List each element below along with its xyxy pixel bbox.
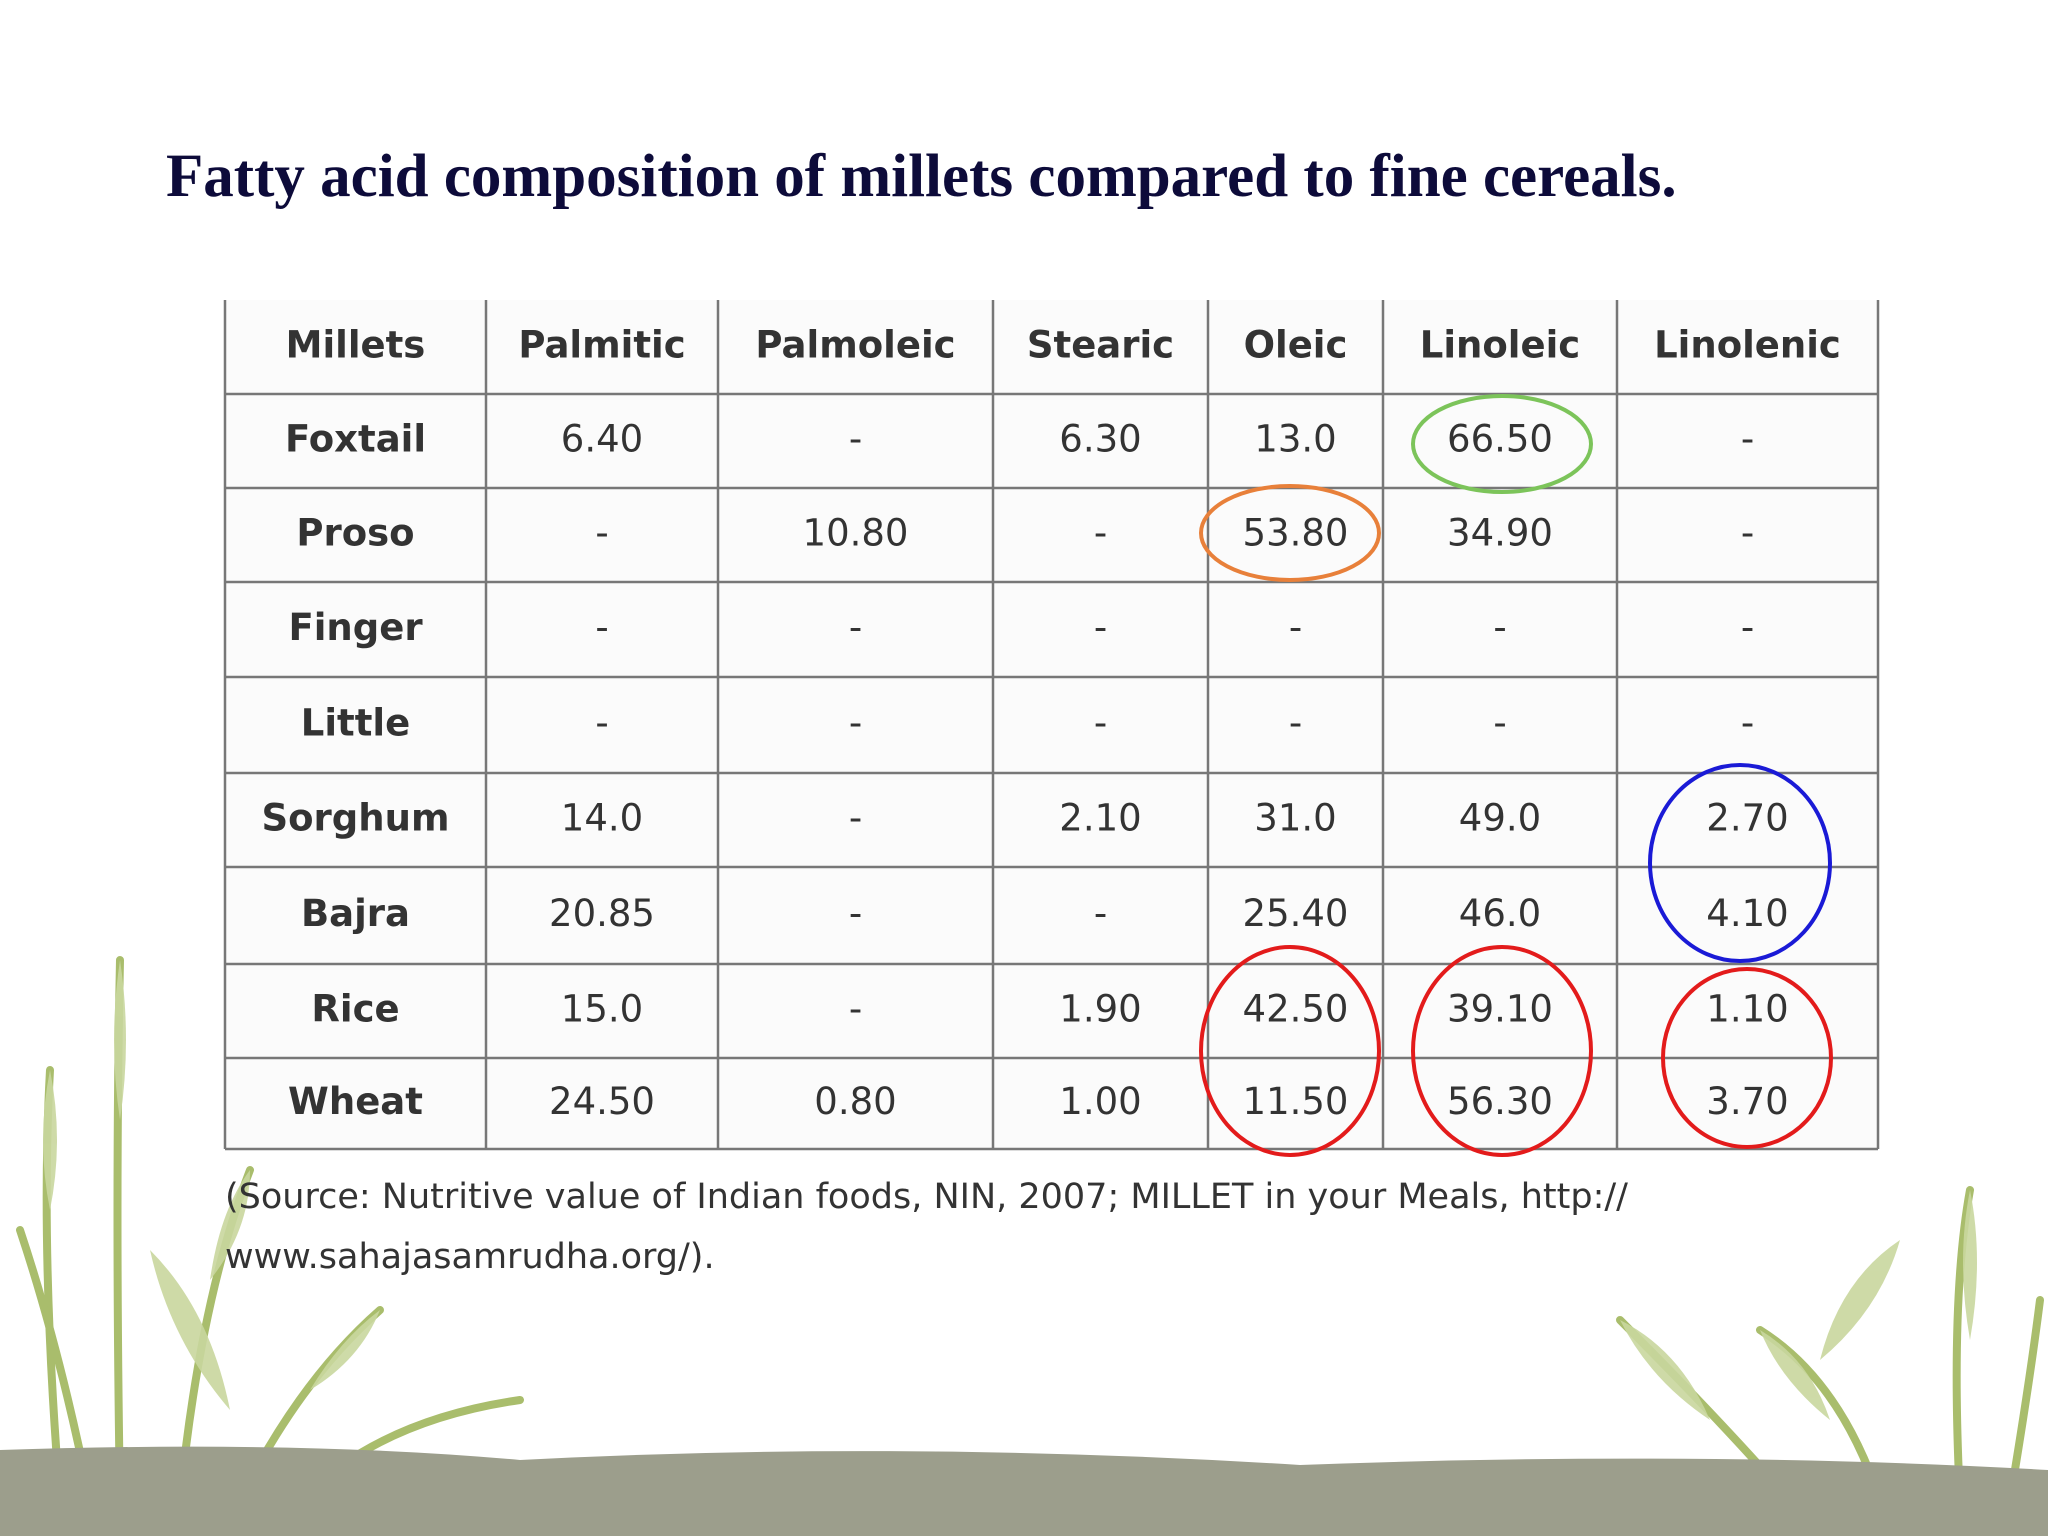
highlight — [1411, 394, 1593, 494]
table-cell: 0.80 — [814, 1080, 896, 1123]
ground — [0, 1446, 2048, 1536]
highlight — [1648, 763, 1832, 963]
grass-leaves-right — [1620, 1190, 1977, 1420]
table-cell: - — [1741, 702, 1754, 745]
table-cell: - — [1094, 606, 1107, 649]
slide-title: Fatty acid composition of millets compar… — [166, 143, 1677, 210]
source-line: (Source: Nutritive value of Indian foods… — [225, 1177, 1628, 1217]
table-cell: 1.10 — [1706, 988, 1788, 1031]
highlight — [1199, 945, 1381, 1157]
table-cell: 1.00 — [1059, 1080, 1141, 1123]
highlight — [1411, 945, 1593, 1157]
highlight-circles — [1199, 394, 1833, 1157]
table-cell: 49.0 — [1459, 797, 1541, 840]
source-line: www.sahajasamrudha.org/). — [225, 1237, 715, 1277]
table-cell: 56.30 — [1447, 1080, 1553, 1123]
table-cell: 6.40 — [561, 418, 643, 461]
table-cell: 25.40 — [1243, 892, 1349, 935]
table-cell: 34.90 — [1447, 512, 1553, 555]
table-cell: 14.0 — [561, 797, 643, 840]
table-cell: - — [1493, 702, 1506, 745]
table-cell: 42.50 — [1243, 988, 1349, 1031]
table-cell: - — [849, 892, 862, 935]
table-cell: 46.0 — [1459, 892, 1541, 935]
table-cell: 13.0 — [1254, 418, 1336, 461]
column-header: Stearic — [1027, 324, 1174, 367]
table-cell: 53.80 — [1243, 512, 1349, 555]
table-cell: - — [849, 606, 862, 649]
table-cell: 2.10 — [1059, 797, 1141, 840]
table-cell: - — [1289, 606, 1302, 649]
table-cell: - — [595, 606, 608, 649]
column-header: Palmitic — [518, 324, 685, 367]
table-cell: 15.0 — [561, 988, 643, 1031]
table-cell: 1.90 — [1059, 988, 1141, 1031]
table-cell: - — [595, 702, 608, 745]
table-cell: 24.50 — [549, 1080, 655, 1123]
row-header: Bajra — [301, 892, 410, 935]
table-cell: - — [849, 988, 862, 1031]
table-cell: 20.85 — [549, 892, 655, 935]
table-cell: - — [1094, 892, 1107, 935]
table-cell: - — [1741, 418, 1754, 461]
column-header: Oleic — [1244, 324, 1348, 367]
table-cell: 31.0 — [1254, 797, 1336, 840]
table-cell: - — [1741, 606, 1754, 649]
highlight — [1661, 967, 1833, 1149]
highlight — [1199, 484, 1381, 582]
table-cell: - — [1289, 702, 1302, 745]
row-header: Little — [301, 702, 410, 745]
table-cell: 11.50 — [1243, 1080, 1349, 1123]
table-cell: - — [1493, 606, 1506, 649]
row-header: Proso — [296, 512, 414, 555]
column-header: Palmoleic — [755, 324, 955, 367]
table-cell: 2.70 — [1706, 797, 1788, 840]
table: Millets Palmitic Palmoleic Stearic Oleic Lino… — [223, 300, 1880, 1151]
table-cell: 39.10 — [1447, 988, 1553, 1031]
table-cell: - — [849, 797, 862, 840]
table-cell: 10.80 — [803, 512, 909, 555]
row-header: Sorghum — [261, 797, 449, 840]
table-cell: - — [1094, 702, 1107, 745]
table-background — [225, 300, 1878, 1149]
table-cell: - — [849, 702, 862, 745]
row-header: Rice — [311, 988, 399, 1031]
row-header: Wheat — [288, 1080, 423, 1123]
table-cell: - — [1094, 512, 1107, 555]
table-cell: - — [595, 512, 608, 555]
table-cell: - — [1741, 512, 1754, 555]
row-header: Foxtail — [285, 418, 426, 461]
table-cell: 66.50 — [1447, 418, 1553, 461]
table-cell: 6.30 — [1059, 418, 1141, 461]
column-header: Linoleic — [1420, 324, 1580, 367]
row-header: Finger — [288, 606, 423, 649]
column-header: Linolenic — [1654, 324, 1841, 367]
table-cell: - — [849, 418, 862, 461]
table-cell: 3.70 — [1706, 1080, 1788, 1123]
grass-leaves-left — [43, 960, 380, 1410]
table-cell: 4.10 — [1706, 892, 1788, 935]
column-header: Millets — [286, 324, 426, 367]
